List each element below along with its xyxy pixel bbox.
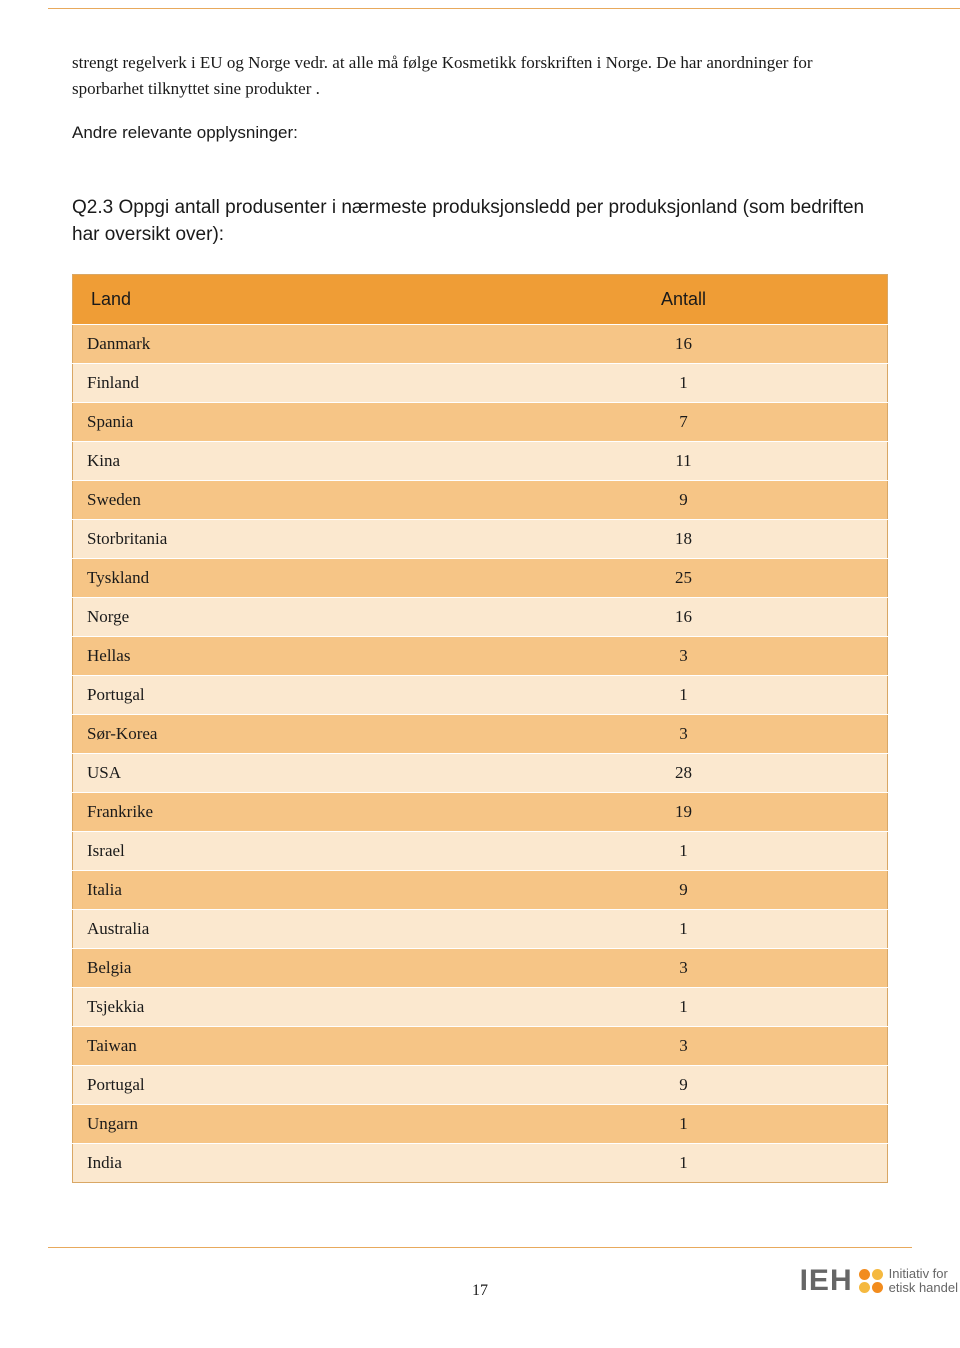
table-row: Taiwan3: [73, 1027, 888, 1066]
cell-land: Israel: [73, 832, 481, 871]
cell-land: Portugal: [73, 1066, 481, 1105]
cell-antall: 3: [480, 1027, 888, 1066]
top-rule: [48, 8, 960, 9]
cell-land: Tyskland: [73, 559, 481, 598]
logo-text: Initiativ for etisk handel: [889, 1267, 958, 1296]
sub-heading: Andre relevante opplysninger:: [72, 123, 888, 143]
logo-abbr: IEH: [800, 1264, 853, 1298]
cell-land: Taiwan: [73, 1027, 481, 1066]
cell-land: Spania: [73, 403, 481, 442]
cell-antall: 1: [480, 832, 888, 871]
table-row: Frankrike19: [73, 793, 888, 832]
cell-antall: 3: [480, 715, 888, 754]
cell-antall: 1: [480, 1144, 888, 1183]
cell-land: Storbritania: [73, 520, 481, 559]
cell-antall: 9: [480, 871, 888, 910]
table-row: Danmark16: [73, 325, 888, 364]
table-row: Sør-Korea3: [73, 715, 888, 754]
cell-land: Ungarn: [73, 1105, 481, 1144]
table-row: Ungarn1: [73, 1105, 888, 1144]
logo-dots-icon: [859, 1269, 883, 1293]
cell-antall: 18: [480, 520, 888, 559]
table-row: Israel1: [73, 832, 888, 871]
cell-land: Kina: [73, 442, 481, 481]
table-row: Storbritania18: [73, 520, 888, 559]
table-row: Sweden9: [73, 481, 888, 520]
table-row: Hellas3: [73, 637, 888, 676]
cell-land: Portugal: [73, 676, 481, 715]
table-header-row: LandAntall: [73, 275, 888, 325]
page-content: strengt regelverk i EU og Norge vedr. at…: [0, 0, 960, 1183]
cell-land: Danmark: [73, 325, 481, 364]
cell-land: Italia: [73, 871, 481, 910]
table-row: Portugal9: [73, 1066, 888, 1105]
col-land: Land: [73, 275, 481, 325]
question-heading: Q2.3 Oppgi antall produsenter i nærmeste…: [72, 195, 888, 248]
cell-antall: 28: [480, 754, 888, 793]
cell-antall: 9: [480, 481, 888, 520]
table-row: Belgia3: [73, 949, 888, 988]
cell-land: Frankrike: [73, 793, 481, 832]
cell-land: Sør-Korea: [73, 715, 481, 754]
cell-land: Hellas: [73, 637, 481, 676]
table-row: Portugal1: [73, 676, 888, 715]
cell-land: Sweden: [73, 481, 481, 520]
cell-antall: 19: [480, 793, 888, 832]
cell-land: Tsjekkia: [73, 988, 481, 1027]
cell-antall: 1: [480, 1105, 888, 1144]
table-row: Italia9: [73, 871, 888, 910]
producers-table: LandAntall Danmark16Finland1Spania7Kina1…: [72, 274, 888, 1183]
cell-land: Finland: [73, 364, 481, 403]
cell-land: Belgia: [73, 949, 481, 988]
table-row: India1: [73, 1144, 888, 1183]
logo-line1: Initiativ for: [889, 1266, 948, 1281]
logo-line2: etisk handel: [889, 1280, 958, 1295]
cell-antall: 1: [480, 676, 888, 715]
cell-antall: 25: [480, 559, 888, 598]
cell-land: Norge: [73, 598, 481, 637]
table-row: Finland1: [73, 364, 888, 403]
cell-land: Australia: [73, 910, 481, 949]
table-row: Spania7: [73, 403, 888, 442]
footer-rule: [48, 1247, 912, 1248]
cell-antall: 1: [480, 910, 888, 949]
table-row: Tyskland25: [73, 559, 888, 598]
cell-antall: 1: [480, 988, 888, 1027]
table-row: USA28: [73, 754, 888, 793]
cell-antall: 3: [480, 637, 888, 676]
cell-antall: 16: [480, 325, 888, 364]
cell-antall: 16: [480, 598, 888, 637]
cell-antall: 11: [480, 442, 888, 481]
cell-land: USA: [73, 754, 481, 793]
cell-land: India: [73, 1144, 481, 1183]
page-footer: 17 IEH Initiativ for etisk handel: [0, 1247, 960, 1300]
table-row: Australia1: [73, 910, 888, 949]
table-row: Norge16: [73, 598, 888, 637]
cell-antall: 9: [480, 1066, 888, 1105]
intro-paragraph: strengt regelverk i EU og Norge vedr. at…: [72, 50, 888, 101]
table-row: Kina11: [73, 442, 888, 481]
cell-antall: 7: [480, 403, 888, 442]
cell-antall: 3: [480, 949, 888, 988]
table-row: Tsjekkia1: [73, 988, 888, 1027]
col-antall: Antall: [480, 275, 888, 325]
cell-antall: 1: [480, 364, 888, 403]
ieh-logo: IEH Initiativ for etisk handel: [800, 1264, 958, 1298]
table-body: Danmark16Finland1Spania7Kina11Sweden9Sto…: [73, 325, 888, 1183]
